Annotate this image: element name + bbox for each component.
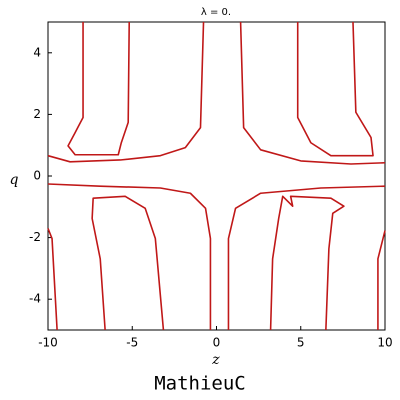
- contour-line: [239, 21, 386, 165]
- contour-line: [296, 21, 374, 157]
- contour-line: [227, 185, 386, 330]
- caption: MathieuC: [154, 373, 246, 395]
- y-axis-label: q: [10, 172, 19, 188]
- y-tick-label: 2: [33, 107, 41, 121]
- contour-line: [269, 195, 345, 331]
- y-tick-label: 0: [33, 169, 41, 183]
- contour-line: [377, 230, 386, 330]
- contour-line: [91, 195, 165, 331]
- chart-title: λ = 0.: [201, 7, 231, 18]
- x-axis-label: z: [211, 352, 220, 368]
- y-tick-label: 4: [33, 45, 41, 59]
- x-tick-label: 0: [213, 336, 221, 350]
- y-tick-label: -4: [29, 292, 41, 306]
- x-tick-label: 5: [297, 336, 305, 350]
- x-tick-label: -5: [126, 336, 138, 350]
- contour-line: [67, 21, 131, 156]
- contour-line: [47, 228, 58, 331]
- contour-line: [47, 183, 212, 330]
- y-tick-label: -2: [29, 230, 41, 244]
- contour-line: [47, 21, 205, 163]
- x-tick-label: -10: [38, 336, 58, 350]
- plot-frame: [47, 21, 386, 331]
- x-tick-label: 10: [377, 336, 392, 350]
